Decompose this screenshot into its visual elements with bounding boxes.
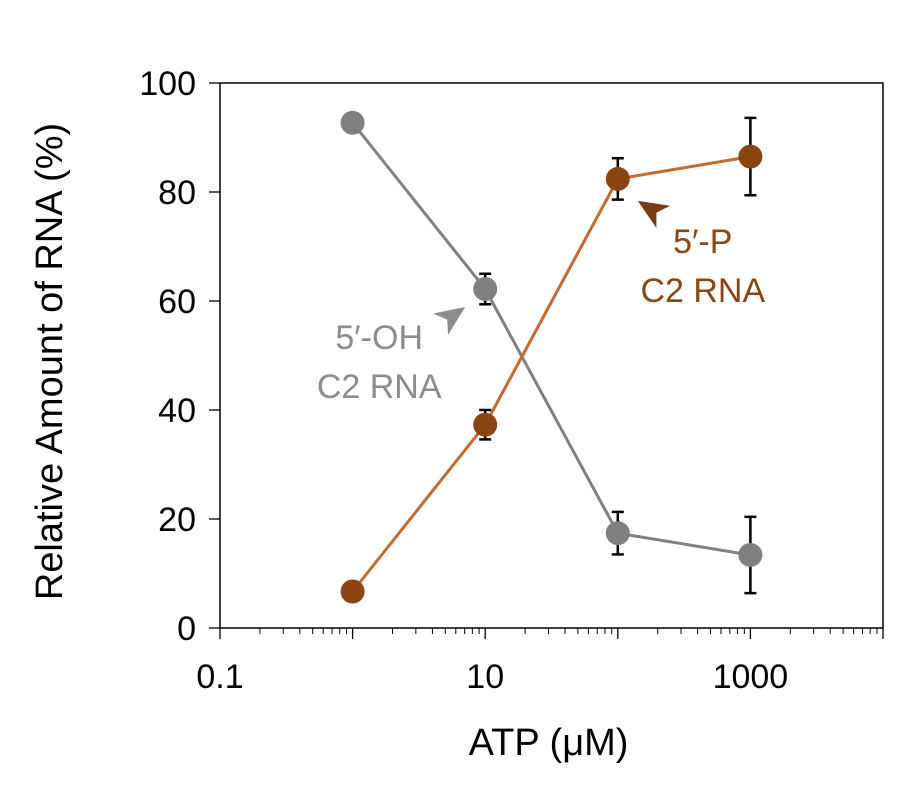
series-line: [351, 155, 751, 593]
y-tick-label: 20: [158, 501, 196, 539]
annotation-5p-arrowhead-icon: [637, 200, 671, 228]
minor-ticks: [259, 628, 878, 634]
y-tick-label: 0: [177, 610, 196, 648]
annotation-5p-line2: C2 RNA: [640, 272, 765, 310]
data-point: [340, 110, 365, 135]
y-axis-title: Relative Amount of RNA (%): [29, 123, 71, 600]
data-point: [605, 166, 630, 191]
annotation-5oh-c2-rna: 5′-OH C2 RNA: [317, 307, 466, 406]
data-point: [473, 412, 498, 437]
x-axis-title: ATP (μM): [469, 722, 629, 764]
series-line: [351, 121, 751, 557]
annotation-5p-c2-rna: 5′-P C2 RNA: [637, 200, 765, 310]
annotation-5p-line1: 5′-P: [673, 223, 732, 261]
data-markers: [340, 110, 763, 604]
plot-area-frame: [219, 82, 884, 629]
y-tick-label: 60: [158, 283, 196, 321]
x-tick-label: 0.1: [196, 658, 243, 696]
data-point: [738, 144, 763, 169]
data-point: [738, 542, 763, 567]
major-ticks: 0.1 10 1000 0 20 40 60 80 100: [139, 65, 884, 696]
data-point: [605, 521, 630, 546]
error-bars: [346, 112, 757, 602]
x-tick-label: 1000: [713, 658, 789, 696]
annotation-5oh-arrowhead-icon: [433, 307, 466, 335]
data-point: [473, 277, 498, 302]
y-tick-label: 100: [139, 65, 196, 103]
series-lines: [351, 121, 751, 593]
x-tick-label: 10: [466, 658, 504, 696]
y-tick-label: 80: [158, 174, 196, 212]
y-tick-label: 40: [158, 392, 196, 430]
annotation-5oh-line1: 5′-OH: [335, 319, 423, 357]
annotation-5oh-line2: C2 RNA: [317, 368, 442, 406]
data-point: [340, 579, 365, 604]
